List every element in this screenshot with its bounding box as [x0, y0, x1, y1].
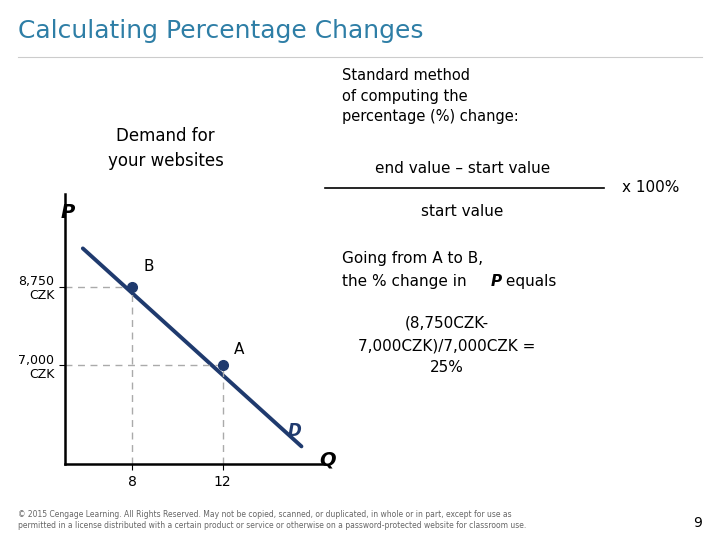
- Text: Demand for
your websites: Demand for your websites: [108, 127, 223, 170]
- Text: the % change in: the % change in: [342, 274, 472, 289]
- Text: P: P: [61, 204, 76, 222]
- Text: Standard method
of computing the
percentage (%) change:: Standard method of computing the percent…: [342, 68, 518, 125]
- Text: P: P: [491, 274, 502, 289]
- Text: (8,750CZK-
7,000CZK)/7,000CZK =
25%: (8,750CZK- 7,000CZK)/7,000CZK = 25%: [358, 316, 535, 375]
- Text: equals: equals: [501, 274, 557, 289]
- Text: x 100%: x 100%: [622, 180, 680, 195]
- Text: A: A: [234, 342, 244, 357]
- Text: D: D: [288, 422, 302, 440]
- Text: Going from A to B,: Going from A to B,: [342, 251, 483, 266]
- Text: © 2015 Cengage Learning. All Rights Reserved. May not be copied, scanned, or dup: © 2015 Cengage Learning. All Rights Rese…: [18, 510, 526, 530]
- Text: B: B: [144, 259, 154, 274]
- Text: end value – start value: end value – start value: [374, 161, 550, 176]
- Text: 9: 9: [693, 516, 702, 530]
- Text: Q: Q: [320, 450, 336, 469]
- Text: Calculating Percentage Changes: Calculating Percentage Changes: [18, 19, 423, 43]
- Text: start value: start value: [421, 204, 503, 219]
